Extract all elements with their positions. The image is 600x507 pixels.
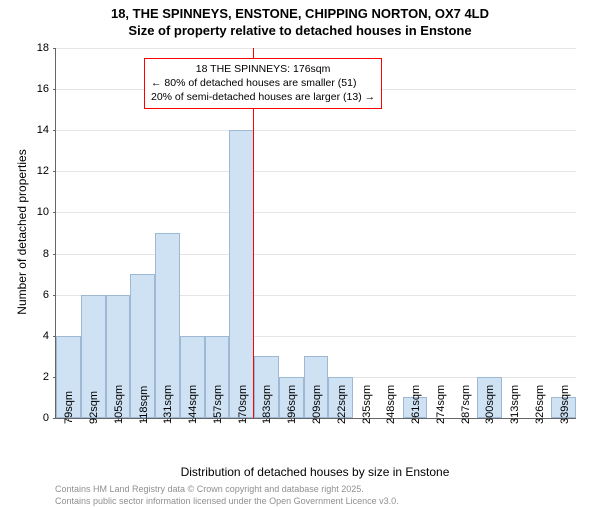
x-tick-label: 339sqm: [559, 385, 571, 424]
chart-container: 18, THE SPINNEYS, ENSTONE, CHIPPING NORT…: [0, 0, 600, 500]
y-axis-label: Number of detached properties: [15, 132, 29, 332]
y-tick-mark: [53, 89, 56, 90]
y-tick-mark: [53, 254, 56, 255]
annotation-line: 20% of semi-detached houses are larger (…: [151, 90, 375, 104]
x-tick-label: 326sqm: [534, 385, 546, 424]
histogram-bar: [229, 130, 254, 418]
annotation-line: 18 THE SPINNEYS: 176sqm: [151, 62, 375, 76]
title-line2: Size of property relative to detached ho…: [0, 23, 600, 40]
x-axis-label: Distribution of detached houses by size …: [55, 465, 575, 479]
annotation-line: ← 80% of detached houses are smaller (51…: [151, 76, 375, 90]
grid-line: [56, 130, 576, 131]
y-tick-label: 6: [0, 289, 49, 301]
x-tick-label: 209sqm: [311, 385, 323, 424]
x-tick-label: 118sqm: [138, 386, 150, 424]
x-tick-label: 144sqm: [187, 385, 199, 424]
grid-line: [56, 254, 576, 255]
y-tick-mark: [53, 171, 56, 172]
x-tick-label: 105sqm: [113, 385, 125, 424]
y-tick-mark: [53, 418, 56, 419]
chart-title: 18, THE SPINNEYS, ENSTONE, CHIPPING NORT…: [0, 0, 600, 40]
x-tick-label: 300sqm: [484, 385, 496, 424]
y-tick-mark: [53, 212, 56, 213]
x-tick-label: 92sqm: [88, 391, 100, 424]
x-tick-label: 222sqm: [336, 385, 348, 424]
x-tick-label: 183sqm: [261, 385, 273, 424]
plot-area: 18 THE SPINNEYS: 176sqm← 80% of detached…: [55, 48, 576, 419]
x-tick-label: 131sqm: [162, 385, 174, 424]
footer-line1: Contains HM Land Registry data © Crown c…: [55, 484, 399, 496]
footer-note: Contains HM Land Registry data © Crown c…: [55, 484, 399, 507]
y-tick-label: 18: [0, 42, 49, 54]
title-line1: 18, THE SPINNEYS, ENSTONE, CHIPPING NORT…: [0, 6, 600, 23]
y-tick-mark: [53, 130, 56, 131]
grid-line: [56, 48, 576, 49]
y-tick-mark: [53, 295, 56, 296]
y-tick-label: 14: [0, 124, 49, 136]
x-tick-label: 157sqm: [212, 385, 224, 424]
y-tick-label: 0: [0, 412, 49, 424]
footer-line2: Contains public sector information licen…: [55, 496, 399, 507]
y-tick-mark: [53, 48, 56, 49]
x-tick-label: 261sqm: [410, 385, 422, 424]
y-tick-label: 8: [0, 248, 49, 260]
annotation-box: 18 THE SPINNEYS: 176sqm← 80% of detached…: [144, 58, 382, 109]
x-tick-label: 274sqm: [435, 385, 447, 424]
y-tick-label: 10: [0, 206, 49, 218]
y-tick-label: 2: [0, 371, 49, 383]
x-tick-label: 287sqm: [460, 385, 472, 424]
y-tick-label: 16: [0, 83, 49, 95]
grid-line: [56, 171, 576, 172]
x-tick-label: 79sqm: [63, 391, 75, 424]
y-tick-label: 4: [0, 330, 49, 342]
x-tick-label: 196sqm: [286, 385, 298, 424]
y-tick-label: 12: [0, 165, 49, 177]
x-tick-label: 248sqm: [385, 385, 397, 424]
x-tick-label: 313sqm: [509, 385, 521, 424]
x-tick-label: 170sqm: [237, 385, 249, 424]
x-tick-label: 235sqm: [361, 385, 373, 424]
grid-line: [56, 212, 576, 213]
